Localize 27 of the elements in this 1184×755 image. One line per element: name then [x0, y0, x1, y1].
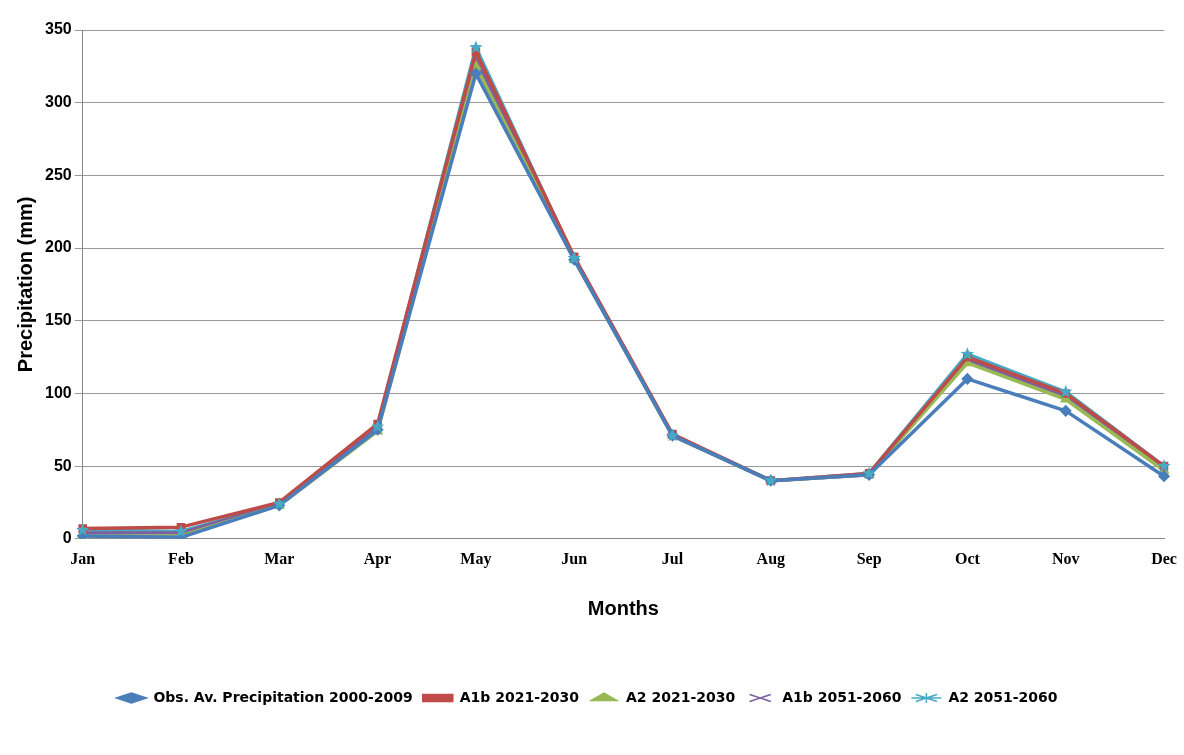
- x-tick-label: Apr: [363, 549, 392, 568]
- y-tick-label: 0: [62, 529, 72, 547]
- x-tick-label: May: [460, 549, 492, 568]
- y-tick-label: 200: [44, 238, 72, 256]
- x-tick-label: Nov: [1051, 549, 1080, 567]
- y-tick-label: 50: [53, 456, 72, 474]
- x-tick-label: Dec: [1151, 549, 1177, 567]
- x-tick-label: Jan: [70, 549, 96, 567]
- legend-label: Obs. Av. Precipitation 2000-2009: [153, 688, 413, 705]
- y-tick-label: 250: [44, 165, 72, 183]
- y-axis-title: Precipitation (mm): [13, 196, 36, 373]
- x-tick-label: Jul: [661, 549, 684, 567]
- legend-label: A2 2021-2030: [625, 688, 736, 705]
- x-tick-label: Sep: [856, 549, 882, 568]
- y-tick-label: 100: [44, 383, 72, 401]
- x-tick-label: Aug: [756, 549, 786, 568]
- x-tick-label: Jun: [561, 549, 588, 567]
- x-tick-label: Mar: [264, 549, 295, 567]
- legend-label: A2 2051-2060: [948, 688, 1058, 705]
- legend-label: A1b 2021-2030: [459, 688, 580, 705]
- x-tick-label: Oct: [954, 549, 981, 567]
- y-tick-label: 300: [44, 93, 72, 111]
- x-axis-title: Months: [587, 596, 659, 619]
- y-tick-label: 150: [44, 311, 72, 329]
- x-tick-label: Feb: [168, 549, 194, 567]
- y-tick-label: 350: [44, 20, 72, 38]
- legend-label: A1b 2051-2060: [782, 688, 902, 705]
